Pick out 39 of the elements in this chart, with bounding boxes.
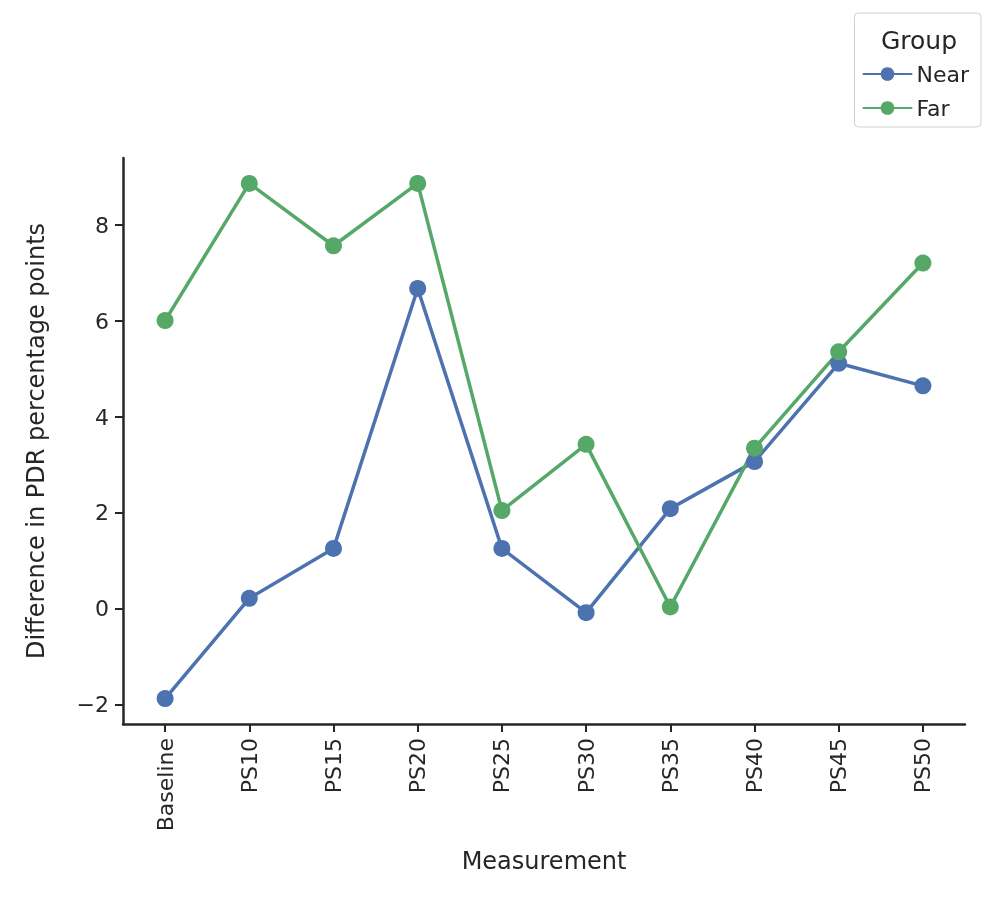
- point: [493, 502, 511, 520]
- x-axis-title: Measurement: [461, 847, 627, 875]
- x-tick-label: PS40: [742, 738, 767, 794]
- y-axis-title: Difference in PDR percentage points: [22, 222, 50, 660]
- point: [156, 690, 174, 708]
- point: [914, 377, 932, 395]
- point: [661, 500, 679, 518]
- y-tick-label: −2: [76, 692, 109, 718]
- point: [577, 604, 595, 622]
- point: [240, 174, 258, 192]
- y-tick-label: 0: [95, 596, 109, 622]
- x-tick-label: PS30: [573, 738, 599, 794]
- point: [325, 237, 342, 255]
- point: [240, 589, 258, 607]
- point: [746, 439, 763, 457]
- y-tick-label: 6: [95, 308, 109, 334]
- y-tick-label: 8: [95, 212, 109, 238]
- x-tick-label: PS20: [405, 738, 431, 794]
- legend-label: Near: [916, 61, 970, 87]
- x-tick-label: PS15: [321, 738, 346, 794]
- point: [577, 435, 595, 453]
- point: [914, 254, 932, 272]
- point: [830, 343, 848, 361]
- y-tick-label: 2: [95, 500, 109, 526]
- legend-title: Group: [880, 26, 958, 55]
- point: [409, 279, 427, 297]
- x-tick-label: PS35: [657, 738, 683, 794]
- point: [325, 539, 342, 557]
- point: [156, 312, 174, 330]
- x-tick-label: PS50: [910, 738, 936, 794]
- x-tick-label: PS10: [236, 738, 262, 794]
- point: [493, 539, 511, 557]
- point: [661, 598, 679, 616]
- y-tick-label: 4: [95, 404, 109, 430]
- x-tick-label: PS25: [489, 738, 515, 794]
- x-tick-label: Baseline: [152, 738, 178, 832]
- point: [409, 174, 427, 192]
- legend-label: Far: [916, 95, 951, 121]
- x-tick-label: PS45: [826, 738, 852, 794]
